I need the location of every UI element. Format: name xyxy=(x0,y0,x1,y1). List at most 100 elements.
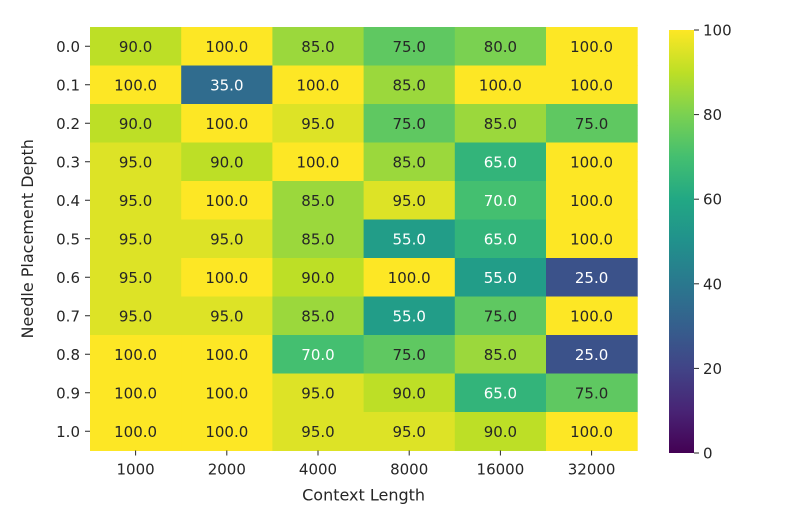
heatmap-cell xyxy=(272,335,365,374)
heatmap-cell-labels: 90.0 100.0 85.0 75.0 80.0 100.0 100.0 35.0 100.0… xyxy=(114,38,613,441)
y-tick-label: 0.0 xyxy=(56,38,80,56)
heatmap-cell xyxy=(546,335,638,374)
heatmap-cell xyxy=(363,181,456,220)
y-tick-label: 0.2 xyxy=(56,115,80,133)
heatmap-cell xyxy=(90,27,182,66)
cell-value-label: 75.0 xyxy=(392,115,425,133)
heatmap-cell xyxy=(454,65,547,105)
heatmap-cell xyxy=(90,335,182,374)
heatmap-cell xyxy=(363,258,456,297)
cell-value-label: 95.0 xyxy=(119,153,152,171)
cell-value-label: 100.0 xyxy=(114,76,157,94)
cell-value-label: 85.0 xyxy=(301,38,334,56)
heatmap-cell xyxy=(363,27,456,66)
colorbar-gradient xyxy=(669,30,694,453)
cell-value-label: 95.0 xyxy=(119,192,152,210)
cell-value-label: 95.0 xyxy=(301,423,334,441)
heatmap-cell xyxy=(272,181,365,220)
heatmap-cell xyxy=(363,142,456,182)
colorbar-tick-label: 100 xyxy=(703,22,732,40)
cell-value-label: 90.0 xyxy=(119,115,152,133)
cell-value-label: 85.0 xyxy=(484,346,517,364)
heatmap-cell xyxy=(181,335,273,374)
heatmap-cell xyxy=(546,27,638,66)
heatmap-cell xyxy=(454,219,547,259)
cell-value-label: 75.0 xyxy=(484,307,517,325)
cell-value-label: 80.0 xyxy=(484,38,517,56)
cell-value-label: 85.0 xyxy=(301,230,334,248)
heatmap-cell xyxy=(90,373,182,413)
heatmap-cell xyxy=(272,65,365,105)
cell-value-label: 55.0 xyxy=(392,230,425,248)
heatmap-cell xyxy=(90,181,182,220)
heatmap-cell xyxy=(90,104,182,143)
heatmap-cell xyxy=(181,142,273,182)
cell-value-label: 55.0 xyxy=(392,307,425,325)
cell-value-label: 100.0 xyxy=(114,346,157,364)
cell-value-label: 85.0 xyxy=(484,115,517,133)
cell-value-label: 95.0 xyxy=(301,115,334,133)
cell-value-label: 100.0 xyxy=(388,269,431,287)
cell-value-label: 75.0 xyxy=(392,38,425,56)
cell-value-label: 25.0 xyxy=(575,346,608,364)
x-axis-ticks: 1000 2000 4000 8000 16000 32000 xyxy=(117,450,615,479)
heatmap-cell xyxy=(546,373,638,413)
heatmap-cell xyxy=(363,65,456,105)
colorbar-tick-label: 0 xyxy=(703,445,713,463)
cell-value-label: 95.0 xyxy=(392,192,425,210)
cell-value-label: 100.0 xyxy=(570,76,613,94)
cell-value-label: 70.0 xyxy=(484,192,517,210)
heatmap-cell xyxy=(90,142,182,182)
cell-value-label: 100.0 xyxy=(114,384,157,402)
heatmap-cell xyxy=(90,296,182,336)
x-tick-label: 1000 xyxy=(117,461,155,479)
cell-value-label: 100.0 xyxy=(479,76,522,94)
heatmap-cell xyxy=(546,104,638,143)
heatmap-cell xyxy=(181,27,273,66)
y-tick-label: 0.1 xyxy=(56,76,80,94)
colorbar: 0 20 40 60 80 100 xyxy=(669,22,732,463)
cell-value-label: 90.0 xyxy=(301,269,334,287)
x-axis-label: Context Length xyxy=(302,486,425,505)
heatmap-cell xyxy=(272,296,365,336)
x-tick-label: 16000 xyxy=(477,461,525,479)
heatmap-cell xyxy=(546,65,638,105)
heatmap-cell xyxy=(363,412,456,451)
heatmap-cell xyxy=(454,373,547,413)
cell-value-label: 100.0 xyxy=(297,76,340,94)
cell-value-label: 75.0 xyxy=(575,115,608,133)
y-tick-label: 0.7 xyxy=(56,307,80,325)
heatmap-cell xyxy=(363,296,456,336)
heatmap-cell xyxy=(454,181,547,220)
heatmap-cell xyxy=(363,373,456,413)
cell-value-label: 90.0 xyxy=(210,153,243,171)
heatmap-cell xyxy=(181,219,273,259)
heatmap-cell xyxy=(546,181,638,220)
heatmap-cell xyxy=(454,412,547,451)
cell-value-label: 75.0 xyxy=(392,346,425,364)
cell-value-label: 25.0 xyxy=(575,269,608,287)
y-axis-ticks: 0.0 0.1 0.2 0.3 0.4 0.5 0.6 0.7 0.8 0.9 1.0 xyxy=(56,38,90,441)
heatmap-cell xyxy=(90,219,182,259)
x-tick-label: 4000 xyxy=(299,461,337,479)
cell-value-label: 95.0 xyxy=(210,307,243,325)
cell-value-label: 95.0 xyxy=(119,307,152,325)
heatmap-cell xyxy=(181,258,273,297)
heatmap-cell xyxy=(181,65,273,105)
heatmap-cell xyxy=(90,258,182,297)
heatmap-cell xyxy=(90,412,182,451)
cell-value-label: 55.0 xyxy=(484,269,517,287)
heatmap-cell xyxy=(454,296,547,336)
heatmap-cell xyxy=(363,104,456,143)
y-tick-label: 1.0 xyxy=(56,423,80,441)
cell-value-label: 100.0 xyxy=(205,423,248,441)
heatmap-cell xyxy=(363,335,456,374)
heatmap-cell xyxy=(546,412,638,451)
cell-value-label: 85.0 xyxy=(301,307,334,325)
cell-value-label: 100.0 xyxy=(297,153,340,171)
heatmap-cell xyxy=(454,142,547,182)
heatmap-cell xyxy=(181,373,273,413)
heatmap-cell xyxy=(546,258,638,297)
heatmap-cell xyxy=(272,412,365,451)
